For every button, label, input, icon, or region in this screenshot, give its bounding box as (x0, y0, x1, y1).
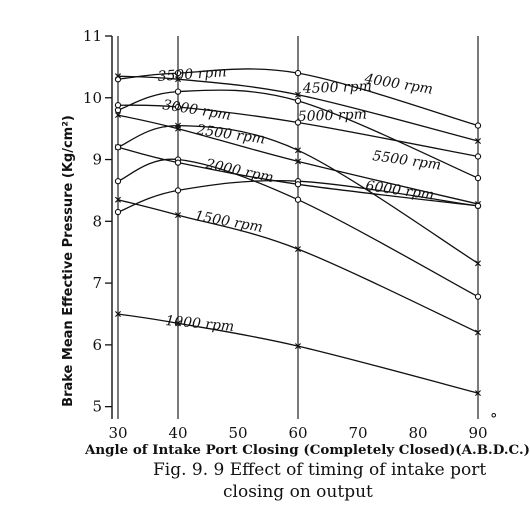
x-tick-label-90: 90 (468, 424, 487, 442)
series-label-4000-rpm: 4000 rpm (362, 71, 434, 98)
series-label-5000-rpm: 5000 rpm (298, 107, 368, 125)
tick-labels: 5 6 7 8 9 10 11 30 40 50 60 70 80 90 (83, 27, 488, 442)
point-1000-rpm-40 (175, 320, 181, 327)
point-3500-rpm-60 (294, 97, 302, 105)
caption-line-1: Fig. 9. 9 Effect of timing of intake por… (153, 460, 486, 480)
x-tick-label-70: 70 (348, 424, 367, 442)
point-1500-rpm-30 (115, 196, 121, 203)
point-3000-rpm-60 (295, 147, 301, 154)
y-tick-label-6: 6 (92, 336, 102, 354)
y-tick-label-10: 10 (83, 89, 102, 107)
point-1500-rpm-90 (475, 329, 481, 336)
curve-4500-rpm (117, 75, 479, 142)
series-label-1000-rpm: 1000 rpm (165, 313, 235, 335)
point-5000-rpm-40 (174, 103, 182, 111)
point-1000-rpm-30 (115, 310, 121, 317)
series-label-3000-rpm: 3000 rpm (161, 97, 232, 124)
point-5000-rpm-60 (294, 119, 302, 126)
point-2000-rpm-40 (174, 187, 182, 194)
point-4000-rpm-90 (474, 122, 482, 129)
point-5000-rpm-30 (114, 102, 122, 109)
point-6000-rpm-60 (294, 181, 302, 188)
point-4500-rpm-40 (175, 76, 181, 83)
point-4500-rpm-90 (475, 138, 481, 145)
y-tick-label-5: 5 (92, 398, 102, 416)
point-3500-rpm-90 (474, 174, 482, 182)
curve-5500-rpm (117, 114, 479, 205)
point-4500-rpm-60 (295, 91, 301, 98)
x-tick-label-60: 60 (288, 424, 307, 442)
series-label-5500-rpm: 5500 rpm (371, 148, 442, 173)
point-3500-rpm-40 (174, 88, 182, 95)
curve-6000-rpm (117, 146, 479, 207)
x-tick-label-80: 80 (408, 424, 427, 442)
y-tick-label-11: 11 (83, 27, 102, 45)
y-tick-label-7: 7 (92, 274, 102, 292)
x-tick-label-50: 50 (228, 424, 247, 442)
point-4000-rpm-40 (174, 69, 182, 77)
point-6000-rpm-30 (114, 144, 122, 151)
series-label-6000-rpm: 6000 rpm (364, 178, 435, 203)
point-5500-rpm-60 (295, 158, 301, 165)
curves (114, 68, 482, 397)
curve-2000-rpm (117, 179, 479, 213)
curve-4000-rpm (117, 68, 479, 127)
curve-5000-rpm (117, 104, 479, 158)
point-4000-rpm-60 (294, 69, 302, 77)
curve-1000-rpm (117, 313, 479, 394)
curve-3500-rpm (117, 89, 479, 179)
point-1500-rpm-60 (295, 246, 301, 253)
caption-line-2: closing on output (223, 482, 373, 502)
point-1500-rpm-40 (175, 212, 181, 219)
series-label-3500-rpm: 3500 rpm (157, 64, 227, 85)
x-tick-label-30: 30 (108, 424, 127, 442)
curve-2500-rpm (117, 158, 479, 298)
x-axis-label: Angle of Intake Port Closing (Completely… (84, 443, 530, 458)
y-tick-label-9: 9 (92, 151, 102, 169)
point-4500-rpm-30 (115, 73, 121, 80)
y-tick-label-8: 8 (92, 212, 102, 230)
series-label-4500-rpm: 4500 rpm (302, 79, 373, 97)
series-label-1500-rpm: 1500 rpm (193, 208, 264, 236)
x-unit-symbol: ° (490, 410, 498, 428)
x-tick-label-40: 40 (168, 424, 187, 442)
point-1000-rpm-60 (295, 343, 301, 350)
point-3000-rpm-90 (475, 260, 481, 267)
curve-1500-rpm (117, 199, 479, 334)
point-2500-rpm-60 (294, 196, 302, 203)
point-5500-rpm-30 (115, 112, 121, 119)
point-6000-rpm-90 (474, 202, 482, 210)
point-2500-rpm-90 (474, 293, 482, 300)
y-axis-label: Brake Mean Effective Pressure (Kg/cm²) (61, 115, 76, 407)
curve-3000-rpm (117, 124, 479, 264)
point-2500-rpm-30 (114, 178, 122, 185)
point-1000-rpm-90 (475, 390, 481, 397)
point-5500-rpm-40 (175, 125, 181, 132)
point-2000-rpm-30 (114, 208, 122, 216)
point-6000-rpm-40 (174, 159, 182, 166)
point-5000-rpm-90 (474, 153, 482, 160)
